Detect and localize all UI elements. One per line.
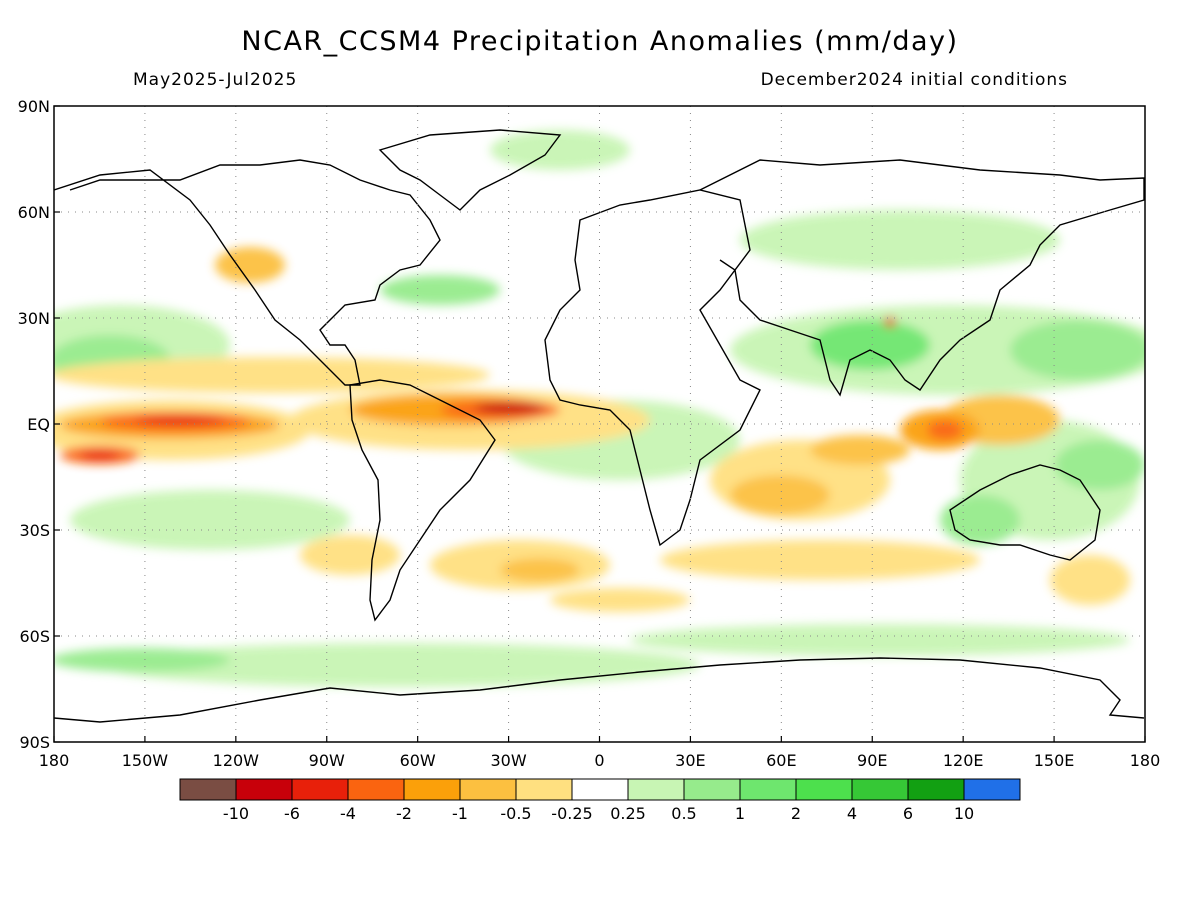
colorbar-label: 10: [954, 804, 974, 823]
longitude-axis: 180 150W 120W 90W 60W 30W 0 30E 60E 90E 120E 150E 18…: [39, 736, 1161, 770]
x-tick-label: 30E: [675, 751, 705, 770]
colorbar-label: -10: [223, 804, 249, 823]
colorbar-label: -2: [396, 804, 412, 823]
colorbar-swatch: [235, 778, 293, 801]
colorbar-label: -4: [340, 804, 356, 823]
colorbar-label: 6: [903, 804, 913, 823]
colorbar-swatch: [963, 778, 1021, 801]
x-tick-label: 90E: [857, 751, 887, 770]
y-tick-label: 60S: [19, 627, 50, 646]
colorbar-label: -0.5: [500, 804, 531, 823]
latitude-axis: 90N 60N 30N EQ 30S 60S 90S: [18, 97, 60, 752]
colorbar-swatch: [179, 778, 237, 801]
y-tick-label: 60N: [18, 203, 50, 222]
y-tick-label: 30S: [19, 521, 50, 540]
colorbar-swatch: [571, 778, 629, 801]
x-tick-label: 180: [1130, 751, 1161, 770]
colorbar-label: 1: [735, 804, 745, 823]
x-tick-label: 150W: [122, 751, 169, 770]
colorbar-swatch: [907, 778, 965, 801]
colorbar-label: -1: [452, 804, 468, 823]
colorbar-swatch: [851, 778, 909, 801]
y-tick-label: EQ: [27, 415, 50, 434]
colorbar-swatch: [347, 778, 405, 801]
x-tick-label: 90W: [309, 751, 345, 770]
x-tick-label: 30W: [490, 751, 526, 770]
initial-conditions: December2024 initial conditions: [760, 70, 1068, 90]
colorbar-label: 2: [791, 804, 801, 823]
x-tick-label: 150E: [1034, 751, 1075, 770]
x-tick-label: 120E: [943, 751, 984, 770]
colorbar-swatch: [683, 778, 741, 801]
y-tick-label: 30N: [18, 309, 50, 328]
colorbar-label: 0.5: [671, 804, 696, 823]
grid-lines: [54, 106, 1145, 742]
colorbar-swatch: [795, 778, 853, 801]
colorbar-label: 0.25: [610, 804, 646, 823]
colorbar-swatch: [459, 778, 517, 801]
y-tick-label: 90S: [19, 733, 50, 752]
colorbar-label: 4: [847, 804, 857, 823]
map-title: NCAR_CCSM4 Precipitation Anomalies (mm/d…: [241, 26, 959, 57]
x-tick-label: 60W: [400, 751, 436, 770]
x-tick-label: 60E: [766, 751, 796, 770]
colorbar-swatch: [627, 778, 685, 801]
colorbar-swatch: [291, 778, 349, 801]
coastlines: [54, 129, 1145, 723]
colorbar-legend: -10 -6 -4 -2 -1 -0.5 -0.25 0.25 0.5 1 2 4 6 10: [179, 778, 1021, 823]
x-tick-label: 120W: [213, 751, 260, 770]
colorbar-swatch: [515, 778, 573, 801]
colorbar-swatch: [739, 778, 797, 801]
anomaly-field: [54, 130, 1145, 687]
colorbar-label: -6: [284, 804, 300, 823]
x-tick-label: 0: [594, 751, 604, 770]
colorbar-label: -0.25: [551, 804, 592, 823]
colorbar-swatch: [403, 778, 461, 801]
y-tick-label: 90N: [18, 97, 50, 116]
forecast-period: May2025-Jul2025: [133, 70, 298, 90]
x-tick-label: 180: [39, 751, 70, 770]
